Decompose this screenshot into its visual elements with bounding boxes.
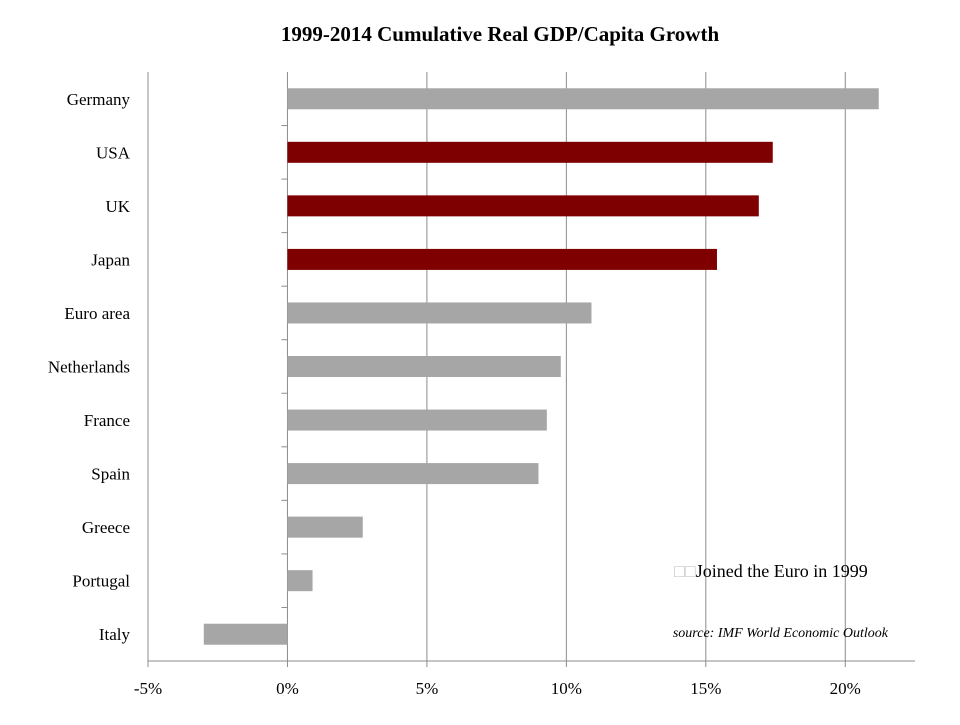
legend-text: Joined the Euro in 1999 [696, 561, 868, 581]
bar-greece [287, 516, 363, 538]
category-label: Japan [91, 250, 130, 269]
category-label: UK [105, 197, 130, 216]
bar-netherlands [287, 356, 561, 377]
axes [147, 72, 915, 667]
category-label: Greece [82, 518, 130, 537]
category-labels: Germany USA UK Japan Euro area Netherlands Fra… [48, 90, 131, 644]
bar-germany [287, 88, 879, 110]
category-label: Germany [67, 90, 131, 109]
x-tick-label: 15% [690, 679, 721, 698]
legend-glyph-icon: □□ [674, 561, 696, 581]
x-tick-label: 10% [551, 679, 582, 698]
x-tick-label: 5% [416, 679, 439, 698]
bar-japan [287, 248, 717, 270]
category-label: Euro area [64, 304, 130, 323]
x-tick-label: 20% [830, 679, 861, 698]
bars [203, 88, 879, 645]
x-tick-label: -5% [134, 679, 162, 698]
bar-uk [287, 195, 759, 217]
category-label: Netherlands [48, 358, 130, 377]
category-label: Portugal [72, 572, 130, 591]
bar-spain [287, 463, 539, 485]
bar-france [287, 409, 547, 431]
bar-euro-area [287, 302, 592, 324]
chart-title: 1999-2014 Cumulative Real GDP/Capita Gro… [281, 22, 720, 46]
legend-label: □□Joined the Euro in 1999 [674, 561, 868, 581]
bar-usa [287, 141, 773, 163]
bar-portugal [287, 570, 313, 592]
category-label: USA [96, 143, 131, 162]
category-label: Spain [91, 465, 130, 484]
gridlines [286, 72, 846, 661]
category-label: Italy [99, 625, 131, 644]
x-tick-labels: -5% 0% 5% 10% 15% 20% [134, 679, 861, 698]
x-tick-label: 0% [276, 679, 299, 698]
source-note: source: IMF World Economic Outlook [673, 626, 889, 641]
bar-italy [203, 623, 288, 645]
category-label: France [84, 411, 130, 430]
